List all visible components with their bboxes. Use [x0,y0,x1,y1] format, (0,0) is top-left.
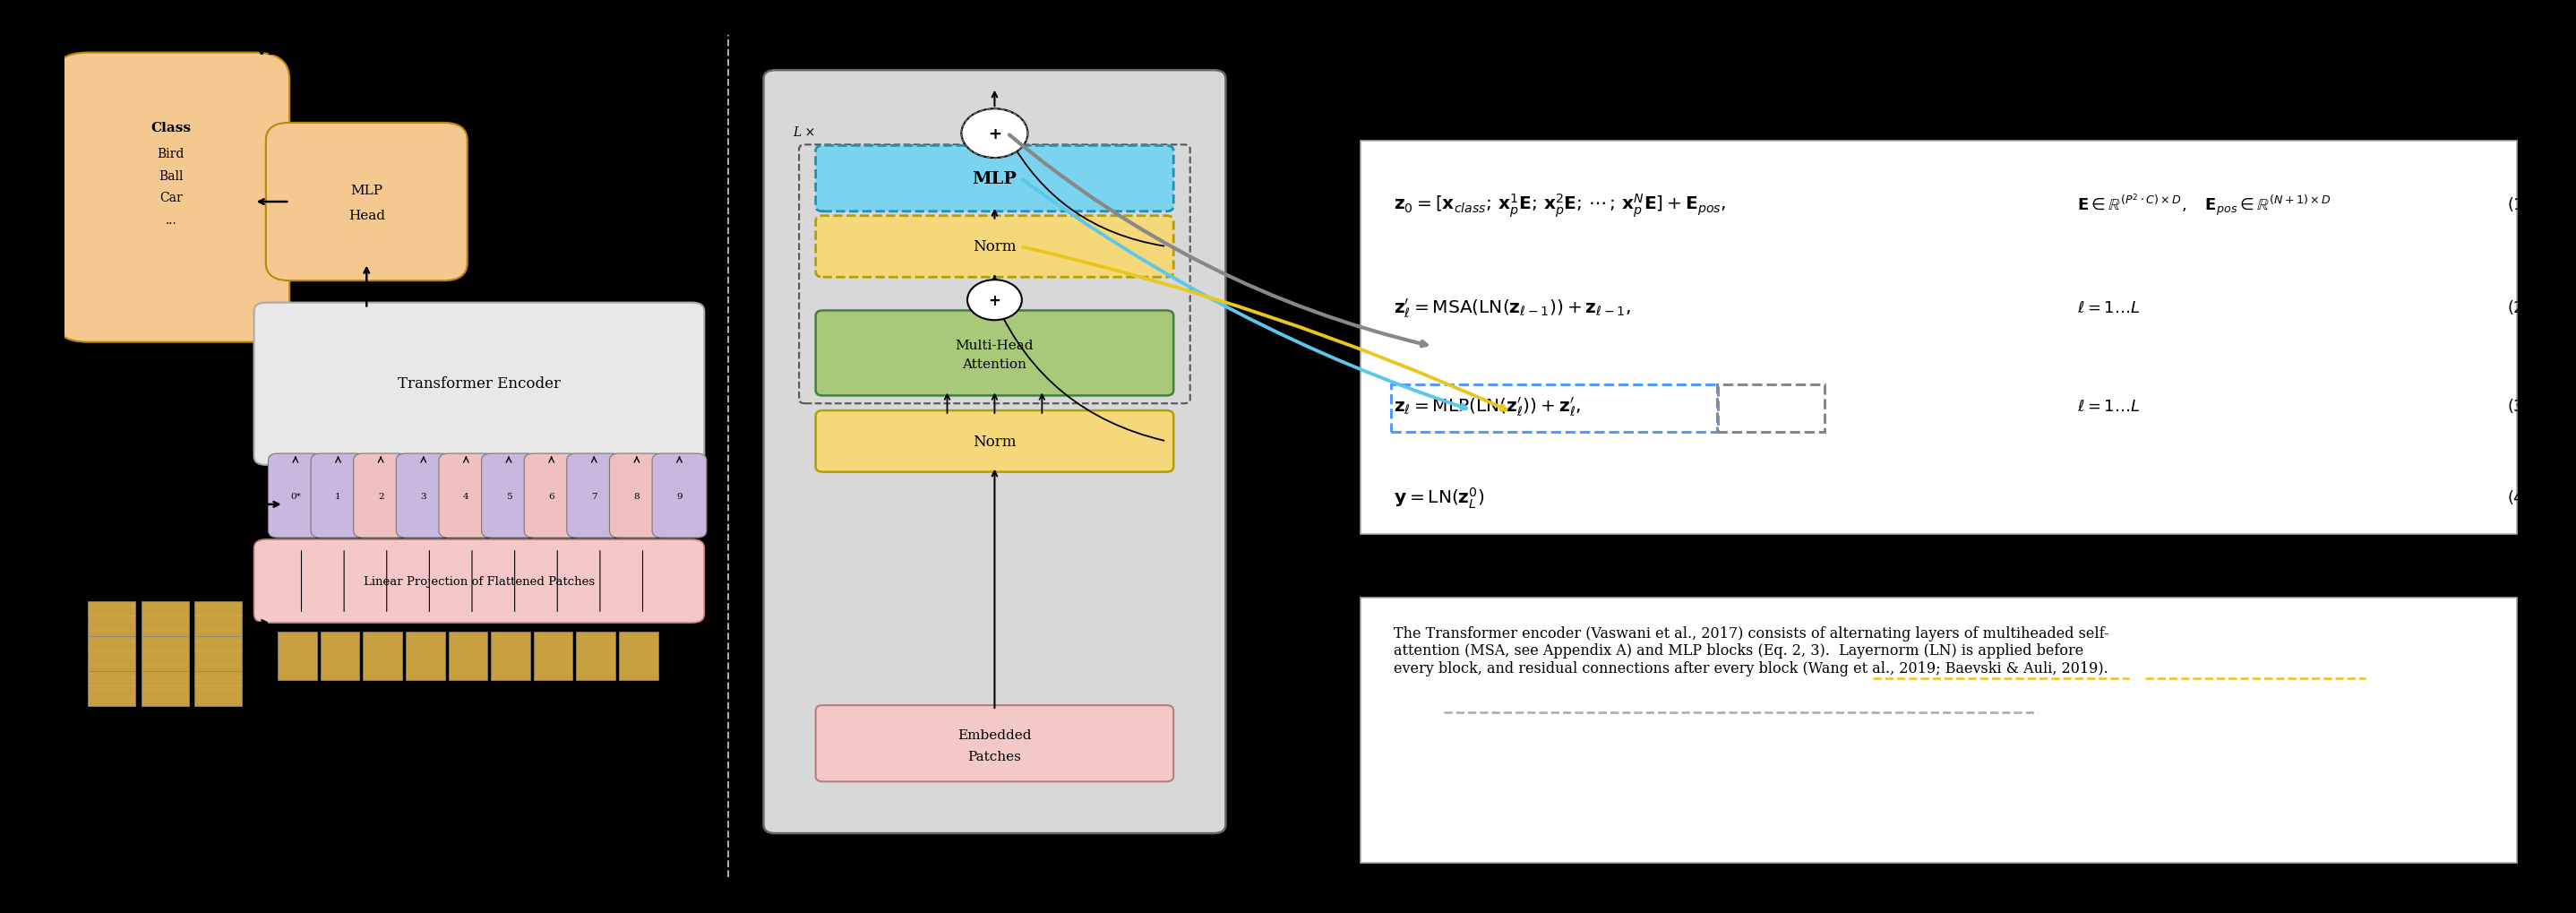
FancyBboxPatch shape [817,216,1175,278]
Text: 5: 5 [505,492,513,500]
FancyBboxPatch shape [268,454,322,538]
Text: 7: 7 [590,492,598,500]
Bar [196,636,242,671]
FancyBboxPatch shape [52,53,289,342]
FancyBboxPatch shape [312,454,366,538]
FancyBboxPatch shape [523,454,580,538]
FancyBboxPatch shape [652,454,706,538]
Text: 6: 6 [549,492,554,500]
Text: 2: 2 [379,492,384,500]
Text: The Transformer encoder (Vaswani et al., 2017) consists of alternating layers of: The Transformer encoder (Vaswani et al.,… [1394,625,2110,676]
Text: Vision Transformer (ViT): Vision Transformer (ViT) [252,40,515,58]
Text: (1): (1) [2506,197,2530,214]
FancyBboxPatch shape [438,454,495,538]
Bar [363,632,402,680]
Text: 1: 1 [335,492,340,500]
Text: Linear Projection of Flattened Patches: Linear Projection of Flattened Patches [363,575,595,587]
Bar [577,632,616,680]
Text: $\mathbf{E} \in \mathbb{R}^{(P^2 \cdot C)\times D},\quad \mathbf{E}_{pos} \in \m: $\mathbf{E} \in \mathbb{R}^{(P^2 \cdot C… [2076,192,2331,219]
Circle shape [969,280,1023,320]
Text: Equation 3 = “MLP block”: Equation 3 = “MLP block” [1445,217,1878,248]
Bar [88,671,137,707]
Bar [319,632,361,680]
Text: MLP: MLP [971,171,1018,187]
FancyBboxPatch shape [265,123,466,281]
Text: L ×: L × [793,126,817,139]
FancyBboxPatch shape [817,411,1175,472]
Text: $\mathbf{z}_0 = [\mathbf{x}_{class};\, \mathbf{x}^1_p\mathbf{E};\, \mathbf{x}^2_: $\mathbf{z}_0 = [\mathbf{x}_{class};\, \… [1394,192,1726,219]
Text: Embedding: Embedding [77,509,147,520]
Text: (3): (3) [2506,398,2530,415]
Text: +: + [989,292,1002,309]
Text: * Extra learnable: * Extra learnable [77,551,162,559]
Text: Transformer Encoder: Transformer Encoder [397,376,562,392]
Bar [88,601,137,636]
Text: 4: 4 [464,492,469,500]
Text: Ball: Ball [160,170,183,183]
Bar [492,632,531,680]
Text: (4): (4) [2506,489,2530,506]
Text: Norm: Norm [974,434,1018,449]
Text: Patches: Patches [969,750,1023,762]
FancyBboxPatch shape [817,311,1175,396]
Text: +: + [987,126,1002,142]
Bar [404,632,446,680]
Text: $\mathbf{y} = \mathrm{LN}(\mathbf{z}^0_L)$: $\mathbf{y} = \mathrm{LN}(\mathbf{z}^0_L… [1394,486,1484,509]
Circle shape [961,110,1028,159]
Bar [448,632,487,680]
Text: 3: 3 [420,492,428,500]
Bar [618,632,657,680]
FancyBboxPatch shape [1360,598,2517,863]
Bar [142,671,188,707]
Text: Figure 1: Model overview.  We split an image into fixed-size patches, linearly e: Figure 1: Model overview. We split an im… [77,707,629,771]
Text: Norm: Norm [974,239,1018,255]
FancyBboxPatch shape [482,454,536,538]
Bar [196,671,242,707]
Text: Attention: Attention [963,358,1028,371]
FancyBboxPatch shape [611,454,665,538]
Text: Embedded: Embedded [958,729,1030,741]
Text: Patch + Position: Patch + Position [77,490,180,502]
Text: Multi-Head: Multi-Head [956,339,1033,352]
Text: ...: ... [165,214,178,226]
Text: $\ell = 1 \ldots L$: $\ell = 1 \ldots L$ [2076,299,2141,316]
Bar [196,601,242,636]
Text: Class: Class [152,121,191,134]
Text: Bird: Bird [157,148,185,161]
Text: 9: 9 [677,492,683,500]
Text: Car: Car [160,192,183,205]
Text: $\mathbf{z}_\ell = \mathrm{MLP}(\mathrm{LN}(\mathbf{z}^\prime_\ell)) + \mathbf{z: $\mathbf{z}_\ell = \mathrm{MLP}(\mathrm{… [1394,394,1582,418]
Bar [142,601,188,636]
FancyBboxPatch shape [1360,142,2517,534]
FancyBboxPatch shape [762,71,1226,834]
Text: MLP: MLP [350,184,384,197]
FancyBboxPatch shape [397,454,451,538]
FancyBboxPatch shape [817,706,1175,782]
Text: 8: 8 [634,492,639,500]
Text: Transformer Encoder: Transformer Encoder [876,40,1100,58]
Text: Head: Head [348,209,384,222]
FancyBboxPatch shape [255,303,703,466]
Text: (2): (2) [2506,299,2530,316]
Text: $\ell = 1 \ldots L$: $\ell = 1 \ldots L$ [2076,398,2141,415]
FancyBboxPatch shape [817,146,1175,212]
Bar [533,632,572,680]
Text: [class] embedding: [class] embedding [77,566,178,575]
FancyBboxPatch shape [353,454,407,538]
FancyBboxPatch shape [255,540,703,623]
Text: $\mathbf{z}^\prime_\ell = \mathrm{MSA}(\mathrm{LN}(\mathbf{z}_{\ell-1})) + \math: $\mathbf{z}^\prime_\ell = \mathrm{MSA}(\… [1394,296,1631,320]
Bar [88,636,137,671]
Bar [142,636,188,671]
Bar [278,632,317,680]
Text: 0*: 0* [291,492,301,500]
FancyBboxPatch shape [567,454,621,538]
